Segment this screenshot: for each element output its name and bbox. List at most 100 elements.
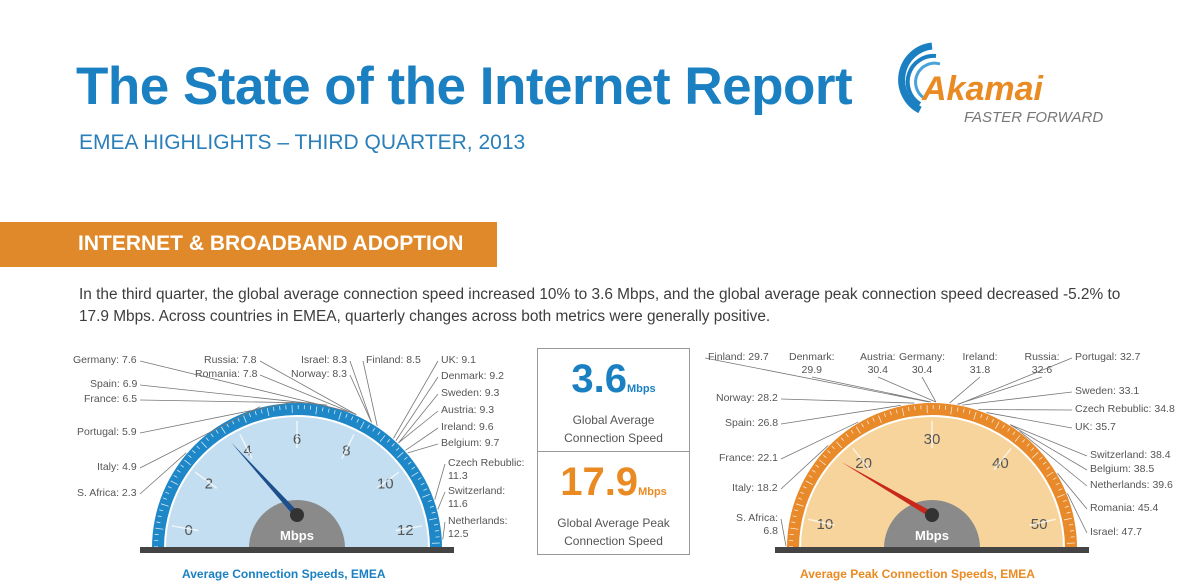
minor-tick xyxy=(260,409,263,414)
minor-tick xyxy=(428,517,437,521)
minor-tick xyxy=(248,413,251,418)
major-tick xyxy=(171,525,199,532)
minor-tick xyxy=(1007,427,1011,432)
minor-tick xyxy=(176,469,181,473)
minor-tick xyxy=(157,515,162,518)
leader-line xyxy=(1019,430,1088,487)
minor-tick xyxy=(170,480,178,485)
minor-tick xyxy=(878,415,882,423)
minor-tick xyxy=(1052,477,1057,480)
minor-tick xyxy=(422,494,430,498)
leader-line xyxy=(437,491,446,510)
leader-line xyxy=(434,463,446,500)
global-average-stat: 3.6Mbps Global Average Connection Speed xyxy=(538,349,689,452)
minor-tick xyxy=(411,471,419,477)
minor-tick xyxy=(397,452,404,458)
country-label: Sweden: 9.3 xyxy=(441,387,500,399)
gauge-title-average: Average Connection Speeds, EMEA xyxy=(182,567,386,581)
logo-tagline: FASTER FORWARD xyxy=(964,109,1104,126)
gauge-unit: Mbps xyxy=(280,528,314,543)
minor-tick xyxy=(968,410,971,415)
minor-tick xyxy=(1042,461,1047,465)
country-label: Ireland: 9.6 xyxy=(441,421,494,433)
country-label: Finland: 8.5 xyxy=(366,354,421,366)
minor-tick xyxy=(156,521,161,524)
minor-tick xyxy=(802,486,807,489)
gauge-unit: Mbps xyxy=(915,528,949,543)
section-banner: INTERNET & BROADBAND ADOPTION xyxy=(0,222,497,267)
swoosh-icon xyxy=(898,42,941,114)
leader-line xyxy=(398,410,439,444)
minor-tick xyxy=(956,407,959,412)
minor-tick xyxy=(188,454,192,459)
minor-tick xyxy=(180,464,185,468)
minor-tick xyxy=(795,503,804,507)
country-label: Ireland: 31.8 xyxy=(962,351,998,376)
stat-unit: Mbps xyxy=(626,383,656,395)
minor-tick xyxy=(1062,499,1067,502)
country-label: UK: 35.7 xyxy=(1075,421,1116,433)
gauge-needle xyxy=(230,441,300,518)
minor-tick xyxy=(991,418,994,423)
leader-line xyxy=(395,376,439,441)
country-label: Czech Rebublic: 11.3 xyxy=(448,457,525,482)
country-label: France: 22.1 xyxy=(719,452,778,464)
minor-tick xyxy=(356,418,359,423)
country-label: Romania: 45.4 xyxy=(1090,502,1159,514)
minor-tick xyxy=(184,459,191,466)
minor-tick xyxy=(1021,439,1026,443)
tick-label: 12 xyxy=(397,522,414,539)
leader-line xyxy=(1010,424,1088,471)
stat-caption: Global Average xyxy=(572,413,655,427)
minor-tick xyxy=(1030,447,1035,451)
minor-tick xyxy=(155,527,164,530)
leader-line xyxy=(362,360,378,427)
leader-line xyxy=(139,384,328,406)
minor-tick xyxy=(165,491,170,495)
leader-line xyxy=(442,521,446,540)
minor-tick xyxy=(1069,524,1074,526)
major-tick xyxy=(376,471,400,489)
minor-tick xyxy=(420,482,425,486)
minor-tick xyxy=(845,433,849,438)
leader-line xyxy=(780,445,829,490)
minor-tick xyxy=(159,509,164,512)
minor-tick xyxy=(372,427,376,432)
country-label: Netherlands: 39.6 xyxy=(1090,479,1173,491)
country-label: Switzerland: 11.6 xyxy=(448,485,506,510)
minor-tick xyxy=(815,464,820,468)
minor-tick xyxy=(836,441,842,448)
minor-tick xyxy=(360,421,365,429)
minor-tick xyxy=(205,437,209,441)
minor-tick xyxy=(850,429,854,434)
tick-label: 50 xyxy=(1031,516,1048,533)
minor-tick xyxy=(790,527,799,530)
major-tick xyxy=(808,518,835,527)
gauge-base xyxy=(775,547,1089,553)
minor-tick xyxy=(791,521,796,524)
minor-tick xyxy=(980,413,983,418)
leader-line xyxy=(407,443,439,454)
minor-tick xyxy=(827,450,831,454)
gauge-hub xyxy=(249,500,345,548)
major-tick xyxy=(239,434,253,459)
country-label: UK: 9.1 xyxy=(441,354,477,366)
needle-pivot xyxy=(925,508,939,522)
country-label: Portugal: 32.7 xyxy=(1075,351,1141,363)
minor-tick xyxy=(1012,431,1016,436)
minor-tick xyxy=(883,413,886,418)
leader-line xyxy=(780,518,787,547)
country-label: Austria: 30.4 xyxy=(860,351,896,376)
minor-tick xyxy=(417,477,422,480)
leader-line xyxy=(811,376,932,403)
minor-tick xyxy=(427,499,432,502)
minor-tick xyxy=(889,411,892,416)
major-tick xyxy=(852,448,871,471)
logo-word: Akamai xyxy=(922,70,1043,108)
minor-tick xyxy=(434,524,439,526)
minor-tick xyxy=(995,421,1000,429)
tick-label: 10 xyxy=(817,516,834,533)
major-tick xyxy=(341,434,355,459)
leader-line xyxy=(139,401,294,434)
